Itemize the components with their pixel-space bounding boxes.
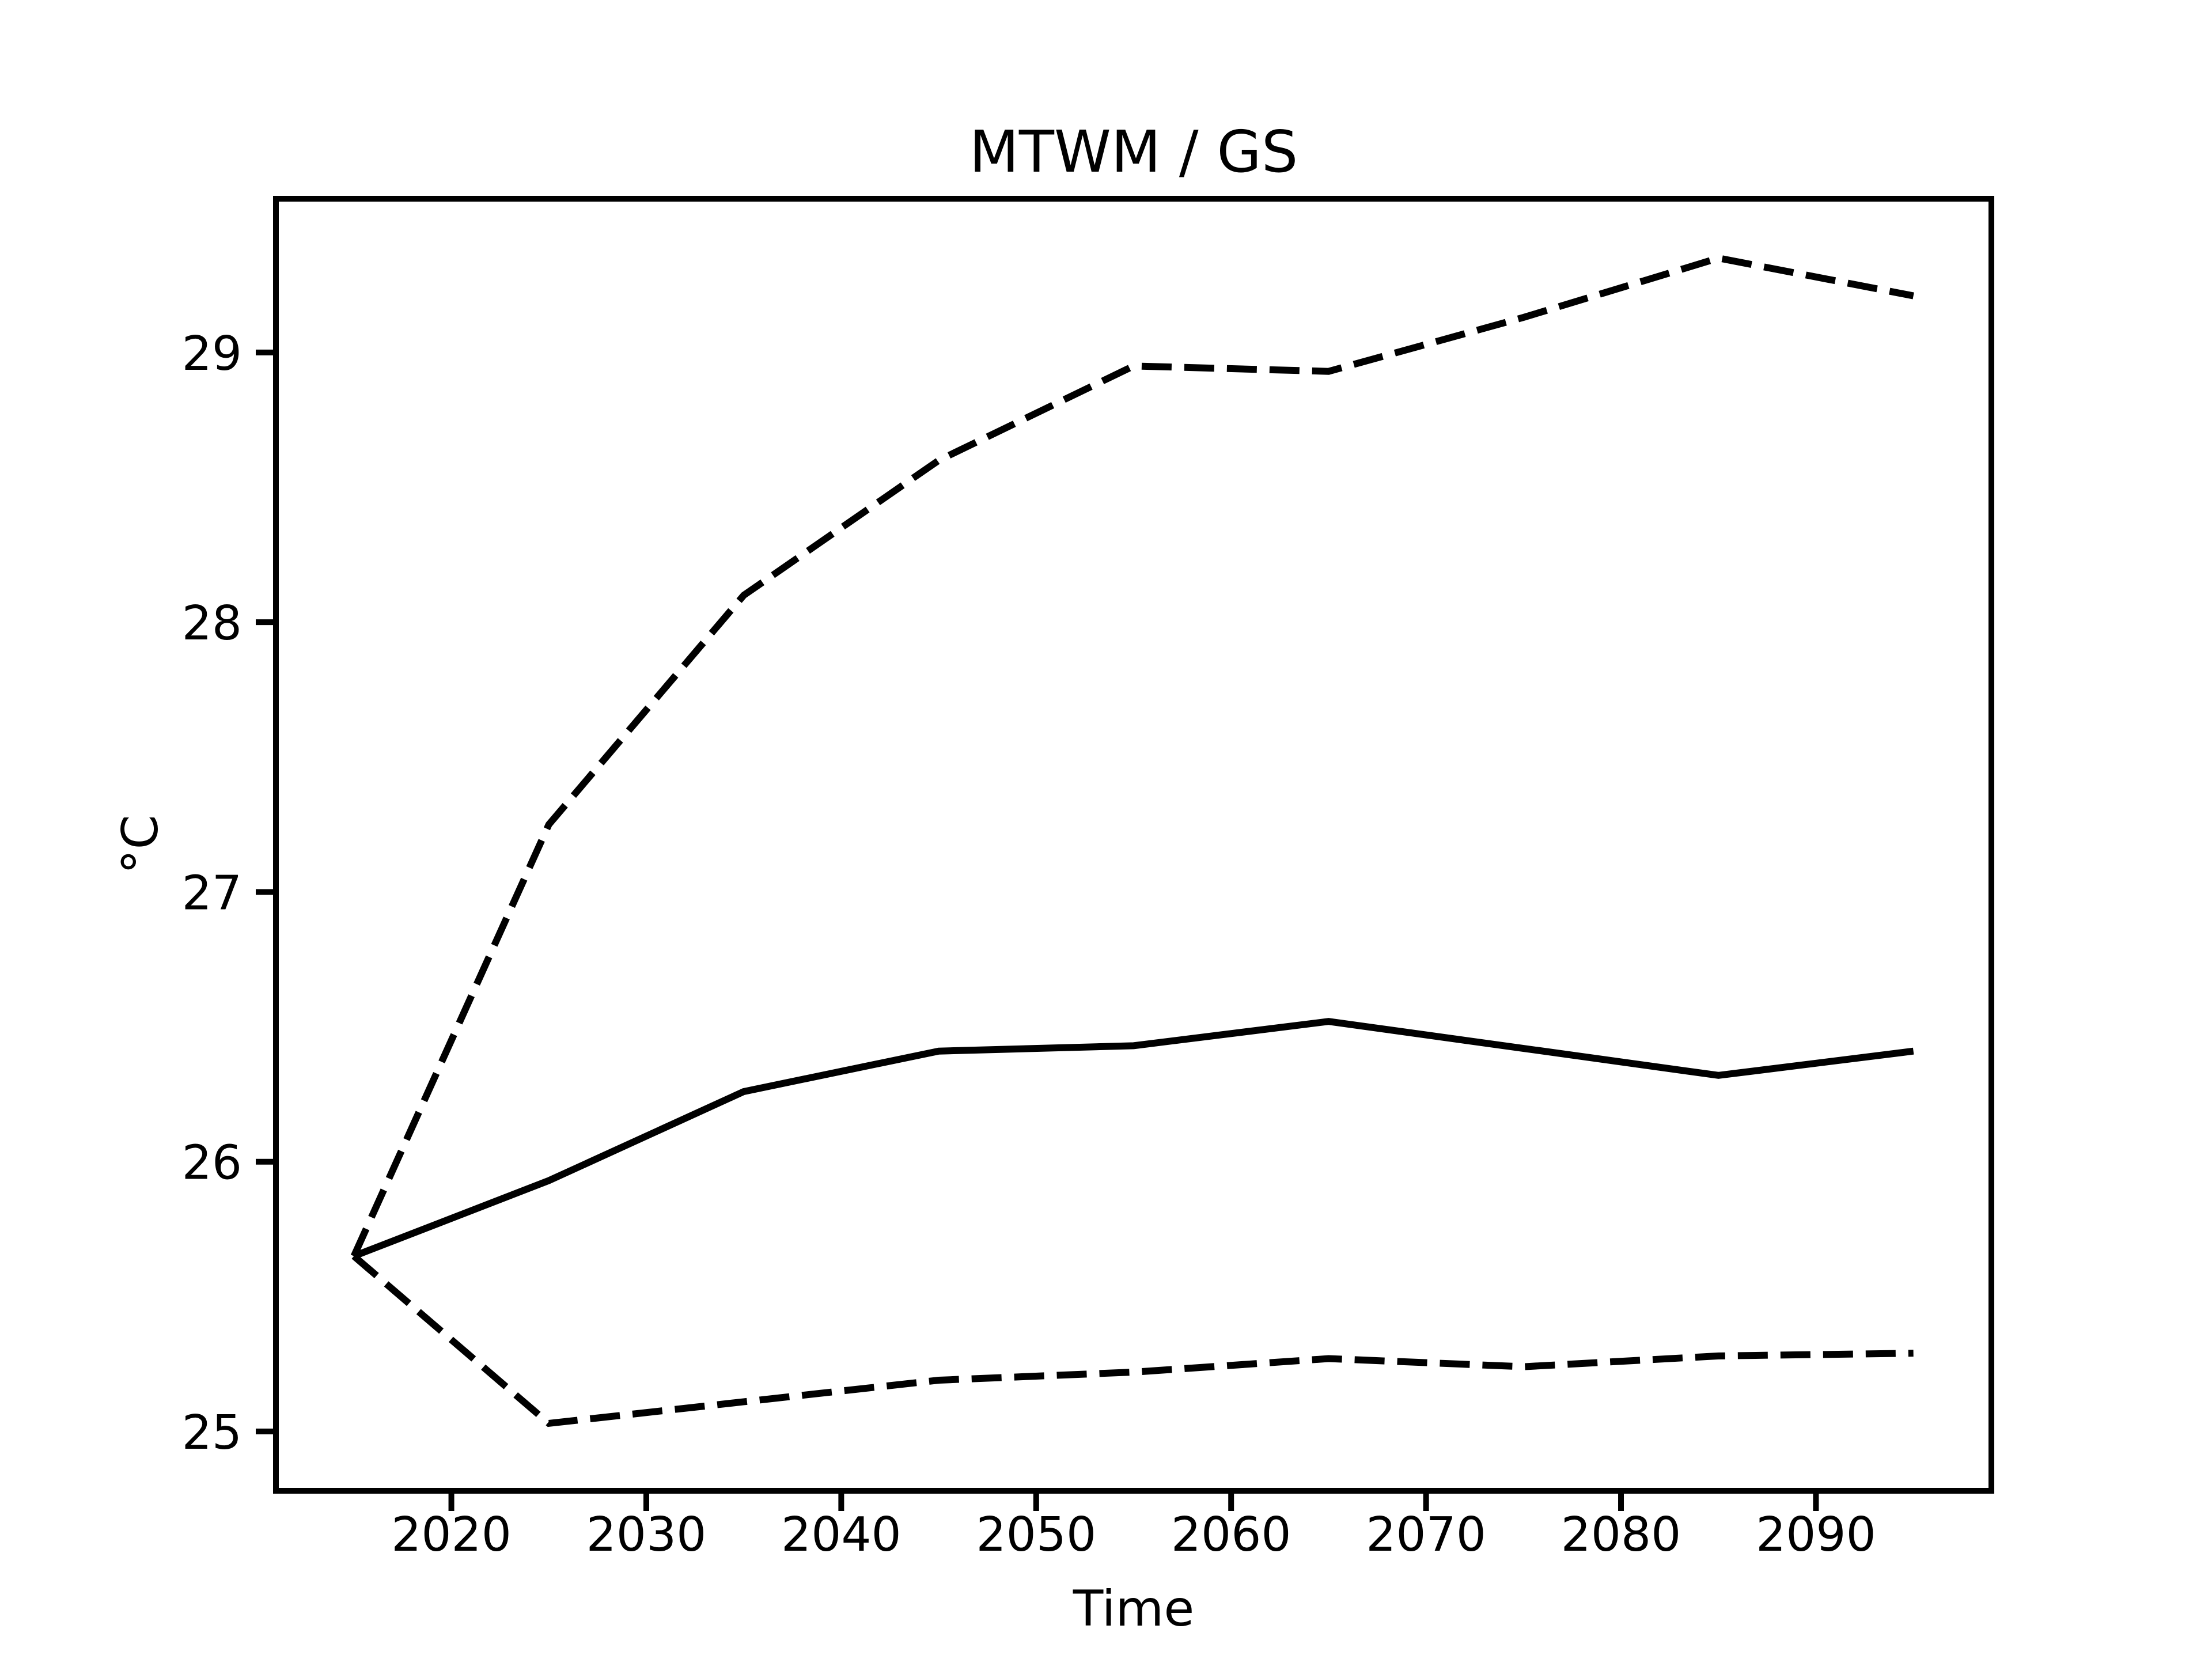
- y-tick-label: 28: [182, 596, 242, 651]
- data-lines: [350, 254, 1914, 1427]
- x-axis-label: Time: [1073, 1580, 1194, 1638]
- y-axis-ticks: [256, 349, 276, 1434]
- x-tick-label: 2070: [1366, 1508, 1486, 1562]
- x-tick-label: 2080: [1561, 1508, 1681, 1562]
- x-axis-ticks: [448, 1491, 1819, 1511]
- line-min: [351, 1253, 1914, 1427]
- y-axis-label: °C: [112, 815, 169, 874]
- y-axis-tick-labels: 25 26 27 28 29: [182, 327, 242, 1460]
- line-max: [350, 254, 1914, 1258]
- y-tick-label: 26: [182, 1136, 242, 1191]
- x-tick-label: 2040: [781, 1508, 902, 1562]
- y-tick-label: 27: [182, 866, 242, 921]
- plot-border: [273, 196, 1994, 1494]
- x-tick-label: 2090: [1756, 1508, 1876, 1562]
- x-axis-tick-labels: 2020 2030 2040 2050 2060 2070 2080 2090: [391, 1508, 1876, 1562]
- x-tick-label: 2050: [976, 1508, 1096, 1562]
- chart-title: MTWM / GS: [969, 118, 1298, 185]
- y-tick-label: 29: [182, 327, 242, 381]
- x-tick-label: 2020: [391, 1508, 512, 1562]
- y-tick-label: 25: [182, 1406, 242, 1460]
- x-tick-label: 2060: [1171, 1508, 1291, 1562]
- line-mean: [353, 1018, 1914, 1260]
- x-tick-label: 2030: [586, 1508, 707, 1562]
